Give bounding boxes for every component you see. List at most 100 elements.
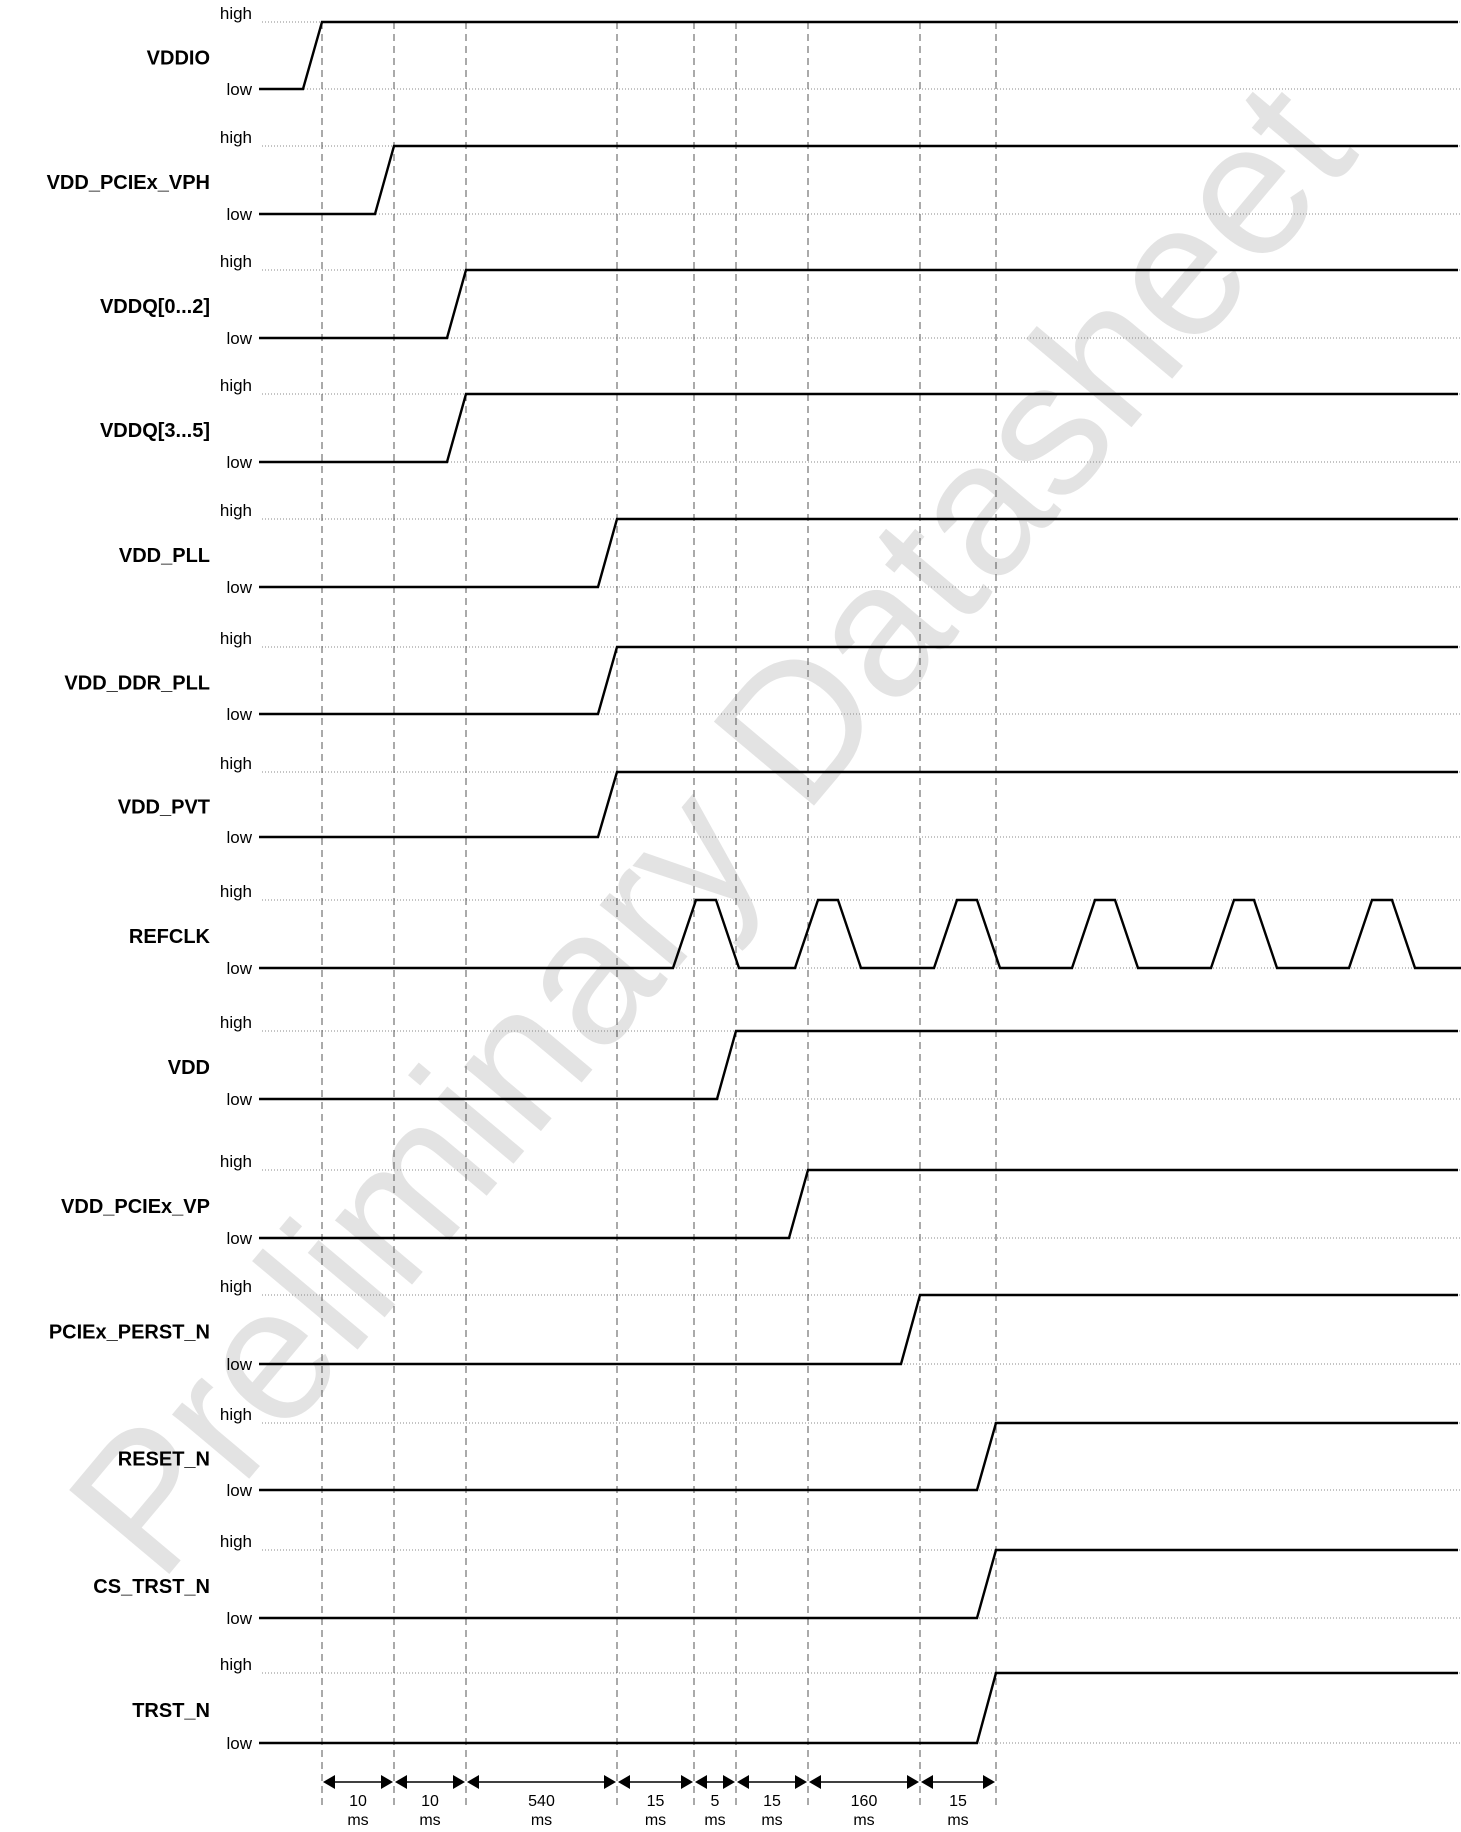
- low-level-label: low: [226, 80, 252, 99]
- interval-arrow: 15 ms: [618, 1775, 693, 1829]
- signal-row: TRST_N high low: [132, 1655, 1458, 1753]
- signal-waveform: [259, 268, 1458, 340]
- signal-waveform: [259, 770, 1458, 839]
- high-level-label: high: [220, 128, 252, 147]
- high-level-label: high: [220, 882, 252, 901]
- arrowhead-left: [921, 1775, 933, 1789]
- signal-name: VDDQ[3...5]: [100, 420, 210, 442]
- signal-waveform: [259, 1029, 1458, 1101]
- arrowhead-right: [681, 1775, 693, 1789]
- signal-row: VDDQ[3...5] high low: [100, 376, 1458, 472]
- arrowhead-right: [604, 1775, 616, 1789]
- signal-name: VDD_DDR_PLL: [64, 673, 210, 695]
- interval-value: 10: [421, 1793, 439, 1810]
- signal-waveform: [259, 20, 1458, 91]
- signal-waveform: [259, 645, 1458, 716]
- signal-name: VDD_PVT: [118, 797, 210, 819]
- interval-dimension-arrows: 10 ms 10 ms 540 ms 15 ms 5 ms 15 ms 160 ms 15 ms: [323, 1775, 995, 1829]
- signal-waveform: [259, 144, 1458, 216]
- high-level-label: high: [220, 376, 252, 395]
- arrowhead-right: [907, 1775, 919, 1789]
- arrowhead-left: [467, 1775, 479, 1789]
- high-level-label: high: [220, 1405, 252, 1424]
- high-level-label: high: [220, 4, 252, 23]
- arrowhead-right: [723, 1775, 735, 1789]
- interval-arrow: 15 ms: [921, 1775, 995, 1829]
- signal-waveform: [259, 1421, 1458, 1492]
- high-level-label: high: [220, 1655, 252, 1674]
- signal-name: VDDQ[0...2]: [100, 296, 210, 318]
- interval-unit: ms: [761, 1812, 782, 1829]
- low-level-label: low: [226, 578, 252, 597]
- high-level-label: high: [220, 1277, 252, 1296]
- signal-waveform: [259, 1293, 1458, 1366]
- low-level-label: low: [226, 1481, 252, 1500]
- interval-unit: ms: [704, 1812, 725, 1829]
- arrowhead-right: [983, 1775, 995, 1789]
- low-level-label: low: [226, 453, 252, 472]
- signal-name: VDD: [168, 1057, 210, 1079]
- signal-row: VDD_PCIEx_VPH high low: [47, 128, 1458, 224]
- arrowhead-right: [453, 1775, 465, 1789]
- signal-row: VDD_PCIEx_VP high low: [61, 1152, 1458, 1248]
- high-level-label: high: [220, 501, 252, 520]
- signal-name: PCIEx_PERST_N: [49, 1322, 210, 1344]
- interval-arrow: 15 ms: [737, 1775, 807, 1829]
- low-level-label: low: [226, 1609, 252, 1628]
- interval-arrow: 10 ms: [395, 1775, 465, 1829]
- signal-waveform: [259, 898, 1461, 970]
- signal-name: VDD_PLL: [119, 545, 210, 567]
- signal-name: TRST_N: [132, 1700, 210, 1722]
- high-level-label: high: [220, 252, 252, 271]
- arrowhead-left: [323, 1775, 335, 1789]
- low-level-label: low: [226, 1090, 252, 1109]
- signal-waveform: [259, 392, 1458, 464]
- signal-row: REFCLK high low: [129, 882, 1461, 978]
- interval-unit: ms: [531, 1812, 552, 1829]
- arrowhead-left: [395, 1775, 407, 1789]
- interval-value: 5: [711, 1793, 720, 1810]
- interval-value: 15: [763, 1793, 781, 1810]
- high-level-label: high: [220, 1013, 252, 1032]
- signal-name: CS_TRST_N: [93, 1576, 210, 1598]
- signal-row: RESET_N high low: [118, 1405, 1458, 1500]
- signal-row: PCIEx_PERST_N high low: [49, 1277, 1458, 1374]
- signal-waveform: [259, 1671, 1458, 1745]
- arrowhead-left: [737, 1775, 749, 1789]
- interval-unit: ms: [853, 1812, 874, 1829]
- signal-name: VDD_PCIEx_VPH: [47, 172, 210, 194]
- low-level-label: low: [226, 1355, 252, 1374]
- arrowhead-left: [809, 1775, 821, 1789]
- interval-arrow: 540 ms: [467, 1775, 616, 1829]
- signal-waveform: [259, 1168, 1458, 1240]
- high-level-label: high: [220, 754, 252, 773]
- low-level-label: low: [226, 828, 252, 847]
- interval-value: 10: [349, 1793, 367, 1810]
- high-level-label: high: [220, 1532, 252, 1551]
- low-level-label: low: [226, 1229, 252, 1248]
- interval-arrow: 5 ms: [695, 1775, 735, 1829]
- interval-unit: ms: [347, 1812, 368, 1829]
- low-level-label: low: [226, 705, 252, 724]
- signal-row: VDDQ[0...2] high low: [100, 252, 1458, 348]
- low-level-label: low: [226, 959, 252, 978]
- interval-unit: ms: [947, 1812, 968, 1829]
- signal-row: VDD_DDR_PLL high low: [64, 629, 1458, 724]
- signal-waveform: [259, 517, 1458, 589]
- signal-name: VDDIO: [147, 48, 210, 70]
- signal-row: VDD_PVT high low: [118, 754, 1458, 847]
- signal-name: RESET_N: [118, 1449, 210, 1471]
- signal-row: CS_TRST_N high low: [93, 1532, 1458, 1628]
- interval-arrow: 160 ms: [809, 1775, 919, 1829]
- arrowhead-left: [695, 1775, 707, 1789]
- high-level-label: high: [220, 1152, 252, 1171]
- interval-unit: ms: [645, 1812, 666, 1829]
- low-level-label: low: [226, 1734, 252, 1753]
- signal-name: VDD_PCIEx_VP: [61, 1196, 210, 1218]
- arrowhead-right: [795, 1775, 807, 1789]
- low-level-label: low: [226, 329, 252, 348]
- signal-row: VDDIO high low: [147, 4, 1458, 99]
- signal-rows: VDDIOhighlowVDD_PCIEx_VPHhighlowVDDQ[0..…: [47, 4, 1461, 1753]
- timing-marker-lines: [321, 22, 997, 1806]
